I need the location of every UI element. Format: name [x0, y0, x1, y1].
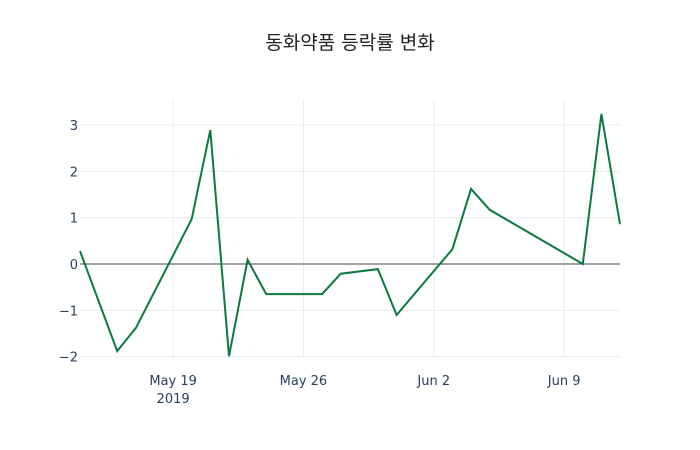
y-tick-label: −1 [59, 304, 78, 319]
gridlines [80, 100, 620, 358]
x-tick-sublabel: 2019 [157, 392, 190, 407]
data-series [79, 113, 621, 357]
y-tick-label: 1 [70, 212, 78, 227]
x-axis-ticks: May 19 2019 May 26 Jun 2 Jun 9 [149, 374, 580, 407]
series-line [79, 113, 621, 357]
x-tick-label: Jun 9 [547, 374, 581, 389]
x-tick-label: May 19 [149, 374, 197, 389]
y-axis-ticks: 3 2 1 0 −1 −2 [59, 119, 78, 366]
y-tick-label: −2 [59, 351, 78, 366]
chart-title: 동화약품 등락률 변화 [265, 32, 435, 54]
x-tick-label: May 26 [280, 374, 328, 389]
y-tick-label: 0 [70, 258, 78, 273]
y-tick-label: 3 [70, 119, 78, 134]
y-tick-label: 2 [70, 165, 78, 180]
x-tick-label: Jun 2 [416, 374, 450, 389]
